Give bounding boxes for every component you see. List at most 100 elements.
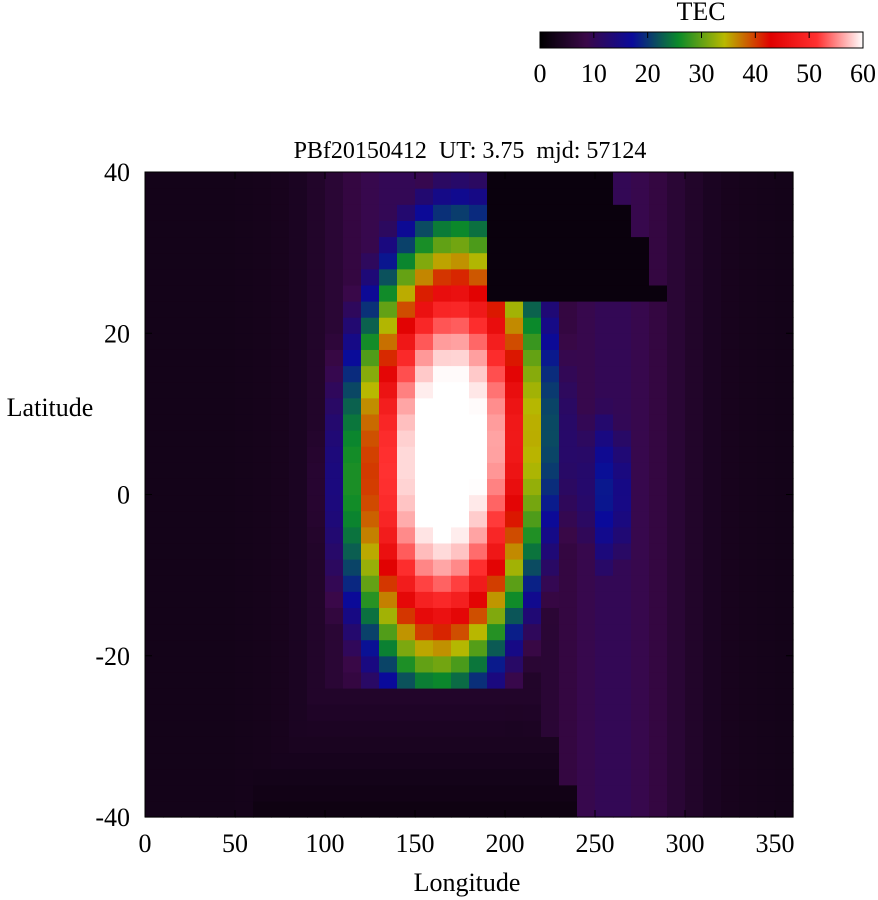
heatmap-cell: [289, 333, 308, 350]
heatmap-cell: [289, 478, 308, 496]
heatmap-cell: [739, 655, 758, 673]
heatmap-cell: [379, 252, 398, 270]
heatmap-cell: [415, 268, 434, 286]
heatmap-cell: [721, 446, 740, 463]
heatmap-cell: [505, 381, 524, 399]
heatmap-cell: [325, 639, 344, 657]
heatmap-cell: [685, 188, 704, 205]
heatmap-cell: [775, 736, 794, 754]
heatmap-cell: [775, 204, 794, 221]
heatmap-cell: [253, 800, 272, 818]
heatmap-cell: [685, 639, 704, 657]
y-tick-label: 20: [104, 319, 130, 348]
heatmap-cell: [721, 800, 740, 818]
x-tick-label: 100: [306, 829, 345, 858]
heatmap-cell: [703, 413, 722, 431]
heatmap-cell: [181, 220, 200, 238]
heatmap-cell: [685, 381, 704, 399]
heatmap-cell: [775, 349, 794, 367]
heatmap-cell: [523, 591, 542, 608]
heatmap-cell: [181, 478, 200, 496]
heatmap-cell: [739, 736, 758, 754]
heatmap-cell: [577, 559, 596, 576]
heatmap-cell: [559, 542, 578, 560]
heatmap-cell: [235, 446, 254, 463]
heatmap-cell: [451, 800, 470, 818]
heatmap-cell: [289, 688, 308, 705]
heatmap-cell: [451, 252, 470, 270]
heatmap-cell: [397, 446, 416, 463]
heatmap-cell: [649, 688, 668, 705]
heatmap-cell: [145, 268, 164, 286]
heatmap-cell: [307, 575, 326, 592]
heatmap-cell: [469, 365, 488, 383]
heatmap-cell: [613, 720, 632, 737]
heatmap-cell: [235, 172, 254, 189]
heatmap-cell: [667, 526, 686, 544]
heatmap-cell: [703, 623, 722, 641]
heatmap-cell: [235, 542, 254, 560]
heatmap-cell: [361, 704, 380, 721]
heatmap-cell: [199, 397, 218, 415]
heatmap-cell: [361, 591, 380, 608]
heatmap-cell: [559, 365, 578, 383]
heatmap-cell: [181, 671, 200, 689]
heatmap-cell: [145, 784, 164, 802]
heatmap-cell: [559, 688, 578, 705]
heatmap-cell: [451, 704, 470, 721]
heatmap-cell: [451, 333, 470, 350]
heatmap-cell: [667, 333, 686, 350]
heatmap-cell: [667, 752, 686, 770]
heatmap-cell: [145, 800, 164, 818]
heatmap-cell: [451, 591, 470, 608]
heatmap-cell: [775, 510, 794, 528]
x-tick-label: 150: [396, 829, 435, 858]
colorbar-ticks: 0 10 20 30 40 50 60: [534, 32, 876, 88]
heatmap-cell: [307, 671, 326, 689]
heatmap-cell: [487, 784, 506, 802]
heatmap-cell: [397, 430, 416, 447]
heatmap-cell: [271, 381, 290, 399]
heatmap-cell: [703, 349, 722, 367]
heatmap-cell: [631, 301, 650, 318]
heatmap-cell: [469, 446, 488, 463]
heatmap-cell: [181, 333, 200, 350]
heatmap-cell: [343, 478, 362, 496]
heatmap-cell: [271, 236, 290, 254]
heatmap-cell: [595, 188, 614, 205]
heatmap-cell: [397, 172, 416, 189]
heatmap-cell: [649, 623, 668, 641]
heatmap-cell: [523, 720, 542, 737]
heatmap-cell: [433, 526, 452, 544]
heatmap-cell: [469, 413, 488, 431]
heatmap-cell: [577, 397, 596, 415]
heatmap-cell: [577, 494, 596, 512]
heatmap-cell: [199, 607, 218, 625]
heatmap-cell: [145, 188, 164, 205]
heatmap-cell: [397, 301, 416, 318]
heatmap-cell: [379, 784, 398, 802]
heatmap-cell: [145, 172, 164, 189]
heatmap-cell: [451, 736, 470, 754]
heatmap-cell: [361, 752, 380, 770]
heatmap-cell: [577, 284, 596, 302]
heatmap-cell: [163, 349, 182, 367]
heatmap-cell: [235, 413, 254, 431]
heatmap-cell: [163, 720, 182, 737]
heatmap-cell: [397, 268, 416, 286]
heatmap-cell: [145, 284, 164, 302]
heatmap-cell: [649, 704, 668, 721]
heatmap-cell: [775, 172, 794, 189]
heatmap-cell: [613, 800, 632, 818]
heatmap-cell: [487, 349, 506, 367]
heatmap-cell: [739, 768, 758, 786]
heatmap-cell: [703, 671, 722, 689]
heatmap-cell: [667, 639, 686, 657]
heatmap-cell: [631, 655, 650, 673]
heatmap-cell: [757, 172, 776, 189]
heatmap-cell: [469, 768, 488, 786]
heatmap-cell: [559, 591, 578, 608]
heatmap-cell: [721, 333, 740, 350]
heatmap-cell: [577, 752, 596, 770]
heatmap-cell: [325, 575, 344, 592]
